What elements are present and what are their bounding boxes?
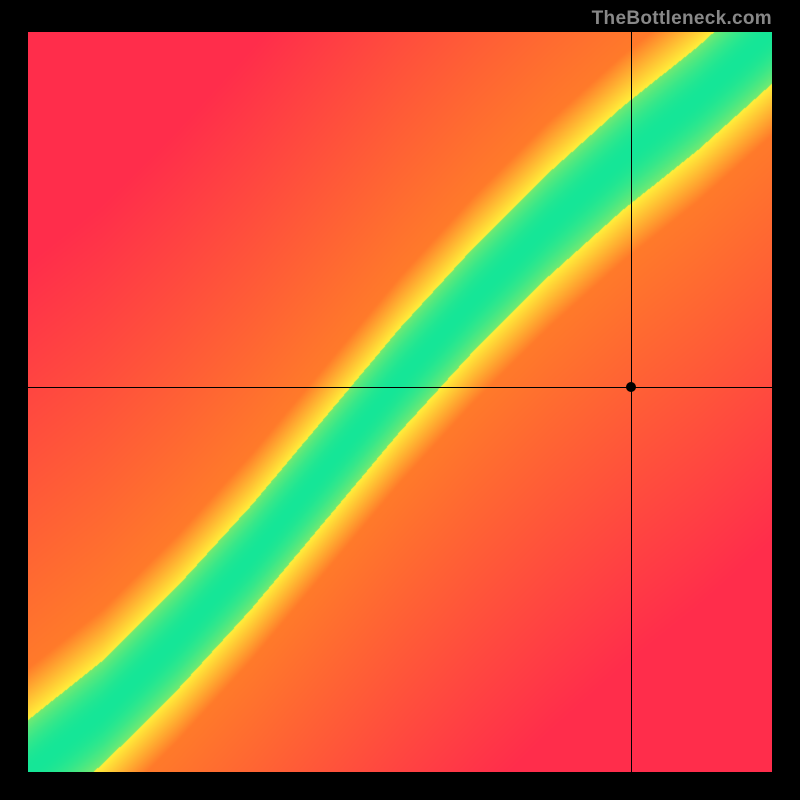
crosshair-vertical	[631, 32, 632, 772]
watermark-label: TheBottleneck.com	[592, 8, 772, 30]
plot-area	[28, 32, 772, 772]
heatmap-canvas	[28, 32, 772, 772]
crosshair-horizontal	[28, 387, 772, 388]
chart-container: TheBottleneck.com	[0, 0, 800, 800]
data-point-marker	[626, 382, 636, 392]
